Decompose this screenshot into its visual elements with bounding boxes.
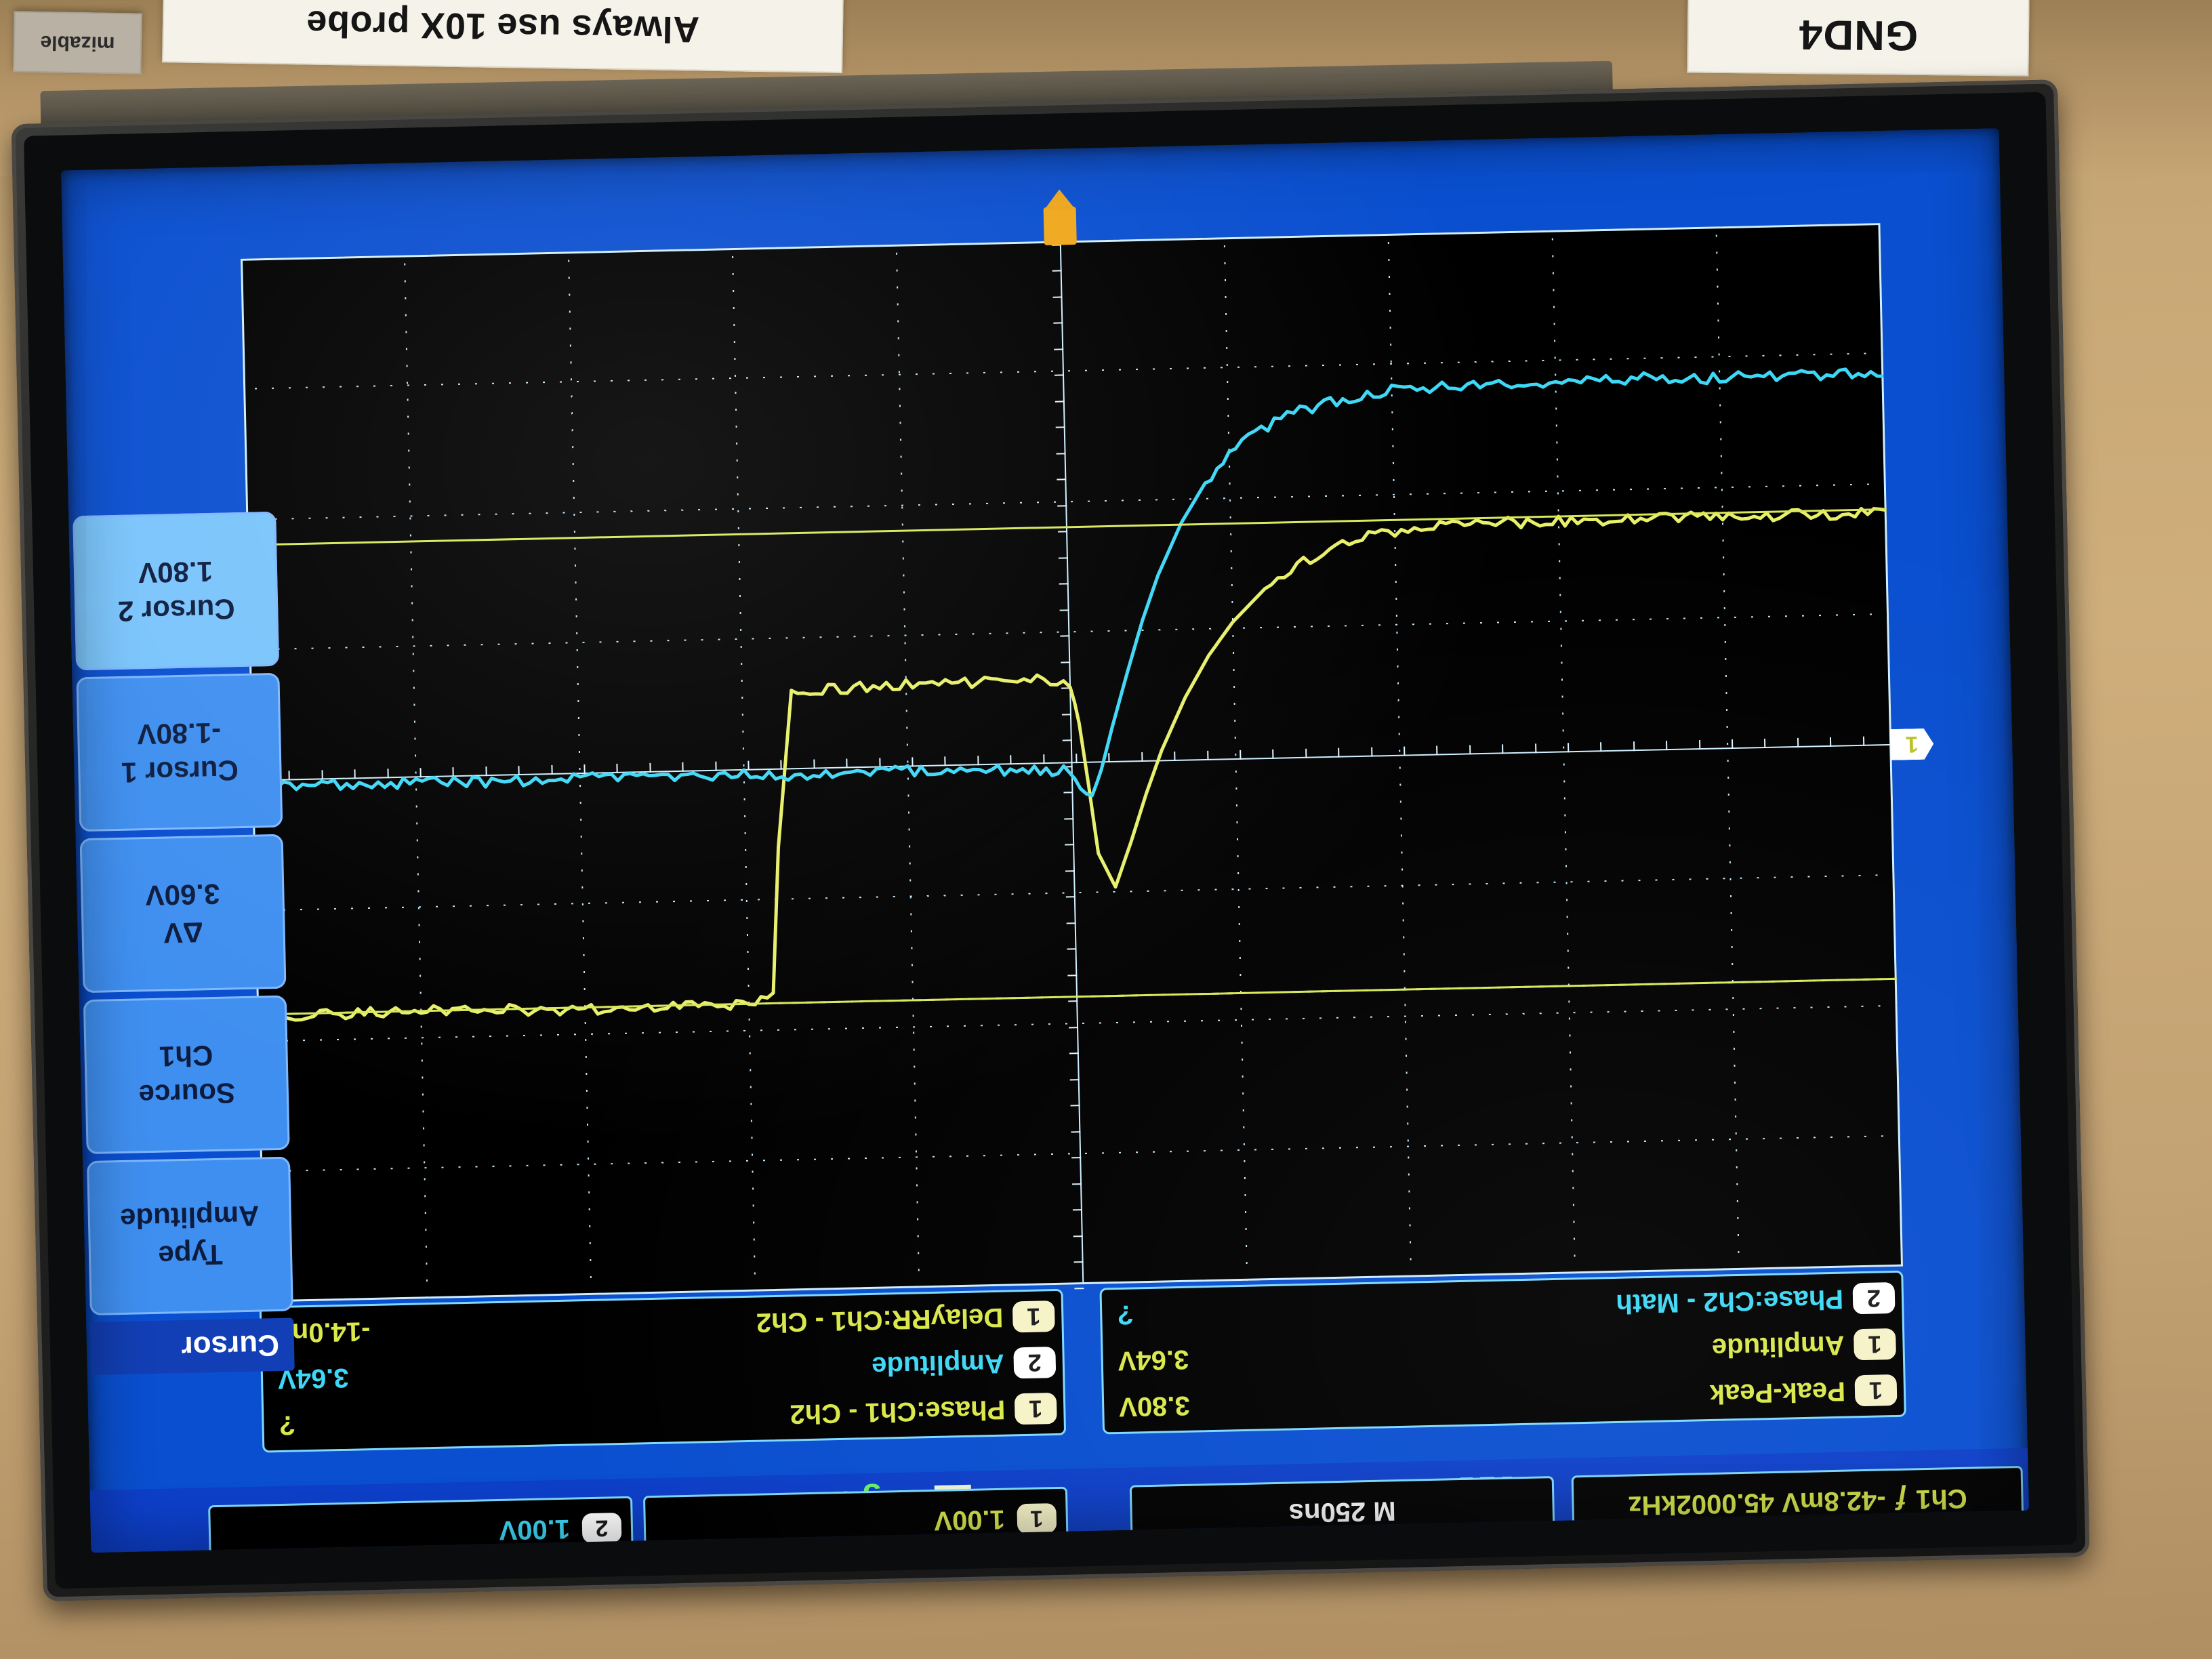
label-probe-warning: Always use 10X probe	[162, 0, 844, 73]
trace-ch1	[256, 506, 1887, 1022]
trigger-source-text: Ch1 ƒ -42.8mV 45.0002kHz	[1628, 1483, 1968, 1521]
waveform-traces	[251, 367, 1887, 1022]
menu-item-line1: ΔV	[163, 916, 204, 949]
meas-badge: 2	[1013, 1347, 1057, 1379]
menu-item-line2: 1.80V	[138, 555, 213, 590]
menu-item-cursor1[interactable]: Cursor 1 -1.80V	[76, 672, 283, 832]
ui-area: Dec 01, 2016, 21:44 Ch1 ƒ -42.8mV 45.000…	[61, 128, 2028, 1553]
meas-value: 3.64V	[1118, 1345, 1189, 1376]
datetime-strip: Dec 01, 2016, 21:44	[1572, 1533, 2026, 1553]
meas-label: Amplitude	[871, 1349, 1005, 1382]
measurement-box-right[interactable]: 1 Phase:Ch1 - Ch2 ? 2 Amplitude 3.64V 1	[259, 1288, 1067, 1453]
label-ground-tag: GND4	[1687, 0, 2030, 77]
menu-item-line2: 3.60V	[145, 878, 220, 912]
menu-item-source[interactable]: Source Ch1	[83, 995, 290, 1155]
timebase-text: M 250ns	[1288, 1496, 1397, 1529]
meas-badge: 2	[1852, 1282, 1896, 1315]
oscilloscope-body: Tek Trig'd M Pos: 0.000s	[11, 79, 2090, 1601]
channel2-scale-text: 1.00V	[499, 1514, 571, 1546]
axis-tick	[1074, 1288, 1084, 1290]
meas-badge: 1	[1853, 1328, 1897, 1361]
timebase-strip: M 250ns	[1129, 1476, 1555, 1548]
meas-label: Phase:Ch2 - Math	[1616, 1284, 1844, 1319]
menu-item-line1: Source	[138, 1077, 236, 1111]
meas-label: Phase:Ch1 - Ch2	[790, 1395, 1006, 1430]
channel1-scale-strip[interactable]: 1 1.00V	[642, 1486, 1069, 1553]
menu-item-line2: Ch1	[159, 1040, 213, 1073]
trigger-position-marker[interactable]	[1043, 206, 1077, 245]
channel1-scale-text: 1.00V	[933, 1504, 1006, 1536]
channel2-scale-strip[interactable]: 2 1.00V	[208, 1496, 634, 1553]
label-small: mizable	[13, 11, 142, 75]
scope-bezel: Tek Trig'd M Pos: 0.000s	[23, 91, 2078, 1589]
screen-content-rotated: Tek Trig'd M Pos: 0.000s	[61, 128, 2029, 1553]
menu-item-line1: Type	[158, 1239, 224, 1273]
meas-value: 3.80V	[1118, 1391, 1191, 1422]
channel2-badge: 2	[581, 1513, 622, 1544]
oscilloscope-screen: Tek Trig'd M Pos: 0.000s	[61, 128, 2029, 1553]
menu-item-line2: -1.80V	[136, 716, 222, 751]
menu-title: Cursor	[90, 1317, 295, 1376]
menu-item-line2: Amplitude	[119, 1200, 260, 1235]
meas-value: ?	[1116, 1299, 1134, 1330]
menu-item-type[interactable]: Type Amplitude	[86, 1156, 293, 1316]
meas-label: Amplitude	[1711, 1330, 1845, 1364]
menu-item-line1: Cursor 2	[117, 593, 236, 628]
waveform-graticule[interactable]: 1	[240, 206, 1903, 1303]
meas-label: DelayRR:Ch1 - Ch2	[756, 1303, 1004, 1338]
channel1-position-marker[interactable]: 1	[1890, 729, 1934, 760]
meas-value: ?	[279, 1410, 296, 1441]
menu-item-cursor2[interactable]: Cursor 2 1.80V	[73, 511, 280, 671]
side-menu[interactable]: Cursor Type Amplitude Source Ch1 ΔV	[73, 511, 295, 1376]
menu-item-line1: Cursor 1	[121, 754, 239, 790]
menu-item-delta-v[interactable]: ΔV 3.60V	[79, 834, 287, 994]
datetime-text: Dec 01, 2016, 21:44	[1575, 1549, 2023, 1553]
meas-badge: 1	[1854, 1374, 1898, 1407]
trace-ch2	[251, 367, 1884, 798]
measurement-box-left[interactable]: 1 Peak-Peak 3.80V 1 Amplitude 3.64V 2	[1099, 1270, 1906, 1435]
meas-badge: 1	[1012, 1300, 1055, 1333]
meas-label: Peak-Peak	[1709, 1376, 1846, 1410]
meas-badge: 1	[1014, 1393, 1057, 1425]
trigger-source-strip: Ch1 ƒ -42.8mV 45.0002kHz	[1571, 1465, 2024, 1538]
channel1-badge: 1	[1017, 1503, 1057, 1534]
